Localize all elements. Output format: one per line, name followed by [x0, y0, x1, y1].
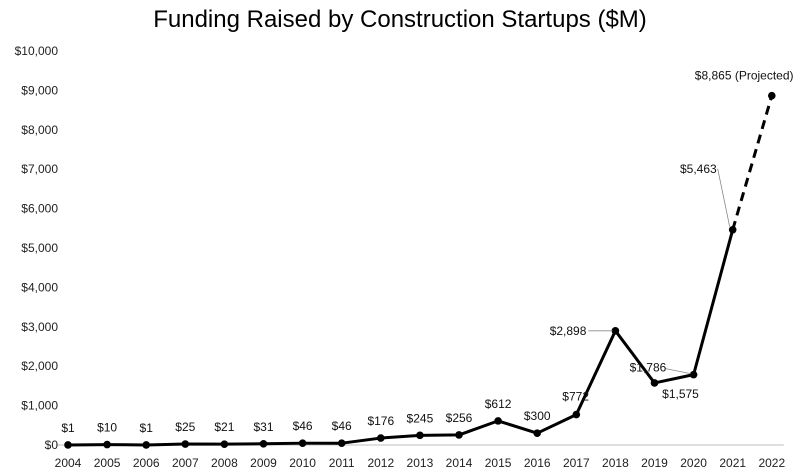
y-axis-ticks: $0 $1,000 $2,000 $3,000 $4,000 $5,000 $6,000 $7… — [15, 44, 59, 452]
data-point — [416, 431, 424, 440]
data-label: $1 — [61, 421, 75, 435]
data-labels: $1 $10 $1 $25 $21 $31 $46 $46 $176 $245 $256 $612 $3… — [61, 69, 793, 435]
y-tick-label: $10,000 — [15, 44, 59, 58]
data-point — [533, 429, 541, 437]
y-tick-label: $8,000 — [21, 123, 58, 137]
x-tick-label: 2005 — [94, 456, 121, 470]
y-tick-label: $7,000 — [21, 162, 58, 176]
data-label: $31 — [253, 420, 273, 434]
series-points — [64, 91, 776, 449]
data-point — [337, 439, 346, 447]
data-point — [259, 439, 268, 448]
data-label: $21 — [214, 420, 234, 434]
x-tick-label: 2009 — [250, 456, 277, 470]
y-tick-label: $1,000 — [21, 399, 58, 413]
data-point — [181, 440, 190, 448]
x-tick-label: 2019 — [641, 456, 668, 470]
data-point — [728, 225, 737, 234]
data-label: $772 — [562, 390, 589, 404]
data-point — [494, 417, 502, 425]
data-point — [572, 410, 581, 419]
data-point — [455, 431, 463, 439]
data-label: $8,865 (Projected) — [695, 69, 794, 83]
data-label: $25 — [175, 420, 195, 434]
data-label: $1,575 — [662, 387, 699, 401]
data-label: $10 — [97, 421, 117, 435]
data-point — [298, 439, 307, 447]
data-point — [142, 441, 150, 449]
y-tick-label: $9,000 — [21, 83, 58, 97]
data-label: $1 — [140, 421, 154, 435]
x-tick-label: 2006 — [133, 456, 160, 470]
y-tick-label: $6,000 — [21, 202, 58, 216]
x-tick-label: 2020 — [680, 456, 707, 470]
series-lines — [67, 95, 774, 447]
y-tick-label: $3,000 — [21, 320, 58, 334]
chart-title: Funding Raised by Construction Startups … — [153, 6, 647, 33]
x-tick-label: 2007 — [172, 456, 199, 470]
data-point — [220, 440, 229, 448]
data-point — [377, 434, 385, 442]
data-label: $612 — [485, 397, 512, 411]
y-tick-label: $5,000 — [21, 241, 58, 255]
x-tick-label: 2004 — [55, 456, 82, 470]
data-label: $176 — [367, 414, 394, 428]
data-label: $256 — [446, 411, 473, 425]
label-leader-line — [665, 368, 691, 375]
y-tick-label: $0 — [45, 438, 59, 452]
x-tick-label: 2012 — [367, 456, 394, 470]
x-tick-label: 2016 — [524, 456, 551, 470]
x-axis-ticks: 2004 2005 2006 2007 2008 2009 2010 2011 2012 2013… — [55, 456, 786, 470]
data-point — [103, 440, 111, 449]
series-line-actual — [67, 229, 735, 447]
data-label: $5,463 — [680, 162, 717, 176]
data-label: $1,786 — [630, 361, 667, 375]
x-tick-label: 2022 — [758, 456, 785, 470]
label-leader-line — [717, 168, 731, 227]
data-point — [689, 370, 698, 379]
x-tick-label: 2011 — [329, 456, 355, 470]
x-tick-label: 2010 — [289, 456, 316, 470]
x-tick-label: 2014 — [446, 456, 473, 470]
data-label: $2,898 — [550, 324, 587, 338]
data-point — [650, 379, 659, 387]
data-point — [611, 327, 620, 335]
data-label: $46 — [332, 419, 352, 433]
data-point — [64, 441, 72, 449]
x-tick-label: 2008 — [211, 456, 238, 470]
data-label: $300 — [524, 409, 551, 423]
x-tick-label: 2021 — [719, 456, 746, 470]
x-tick-label: 2018 — [602, 456, 629, 470]
y-tick-label: $4,000 — [21, 280, 58, 294]
x-tick-label: 2013 — [407, 456, 434, 470]
data-label: $245 — [407, 411, 434, 425]
data-point — [768, 91, 776, 100]
x-tick-label: 2015 — [485, 456, 512, 470]
x-tick-label: 2017 — [563, 456, 590, 470]
data-label: $46 — [293, 419, 313, 433]
y-tick-label: $2,000 — [21, 359, 58, 373]
series-line-projected — [731, 95, 774, 231]
